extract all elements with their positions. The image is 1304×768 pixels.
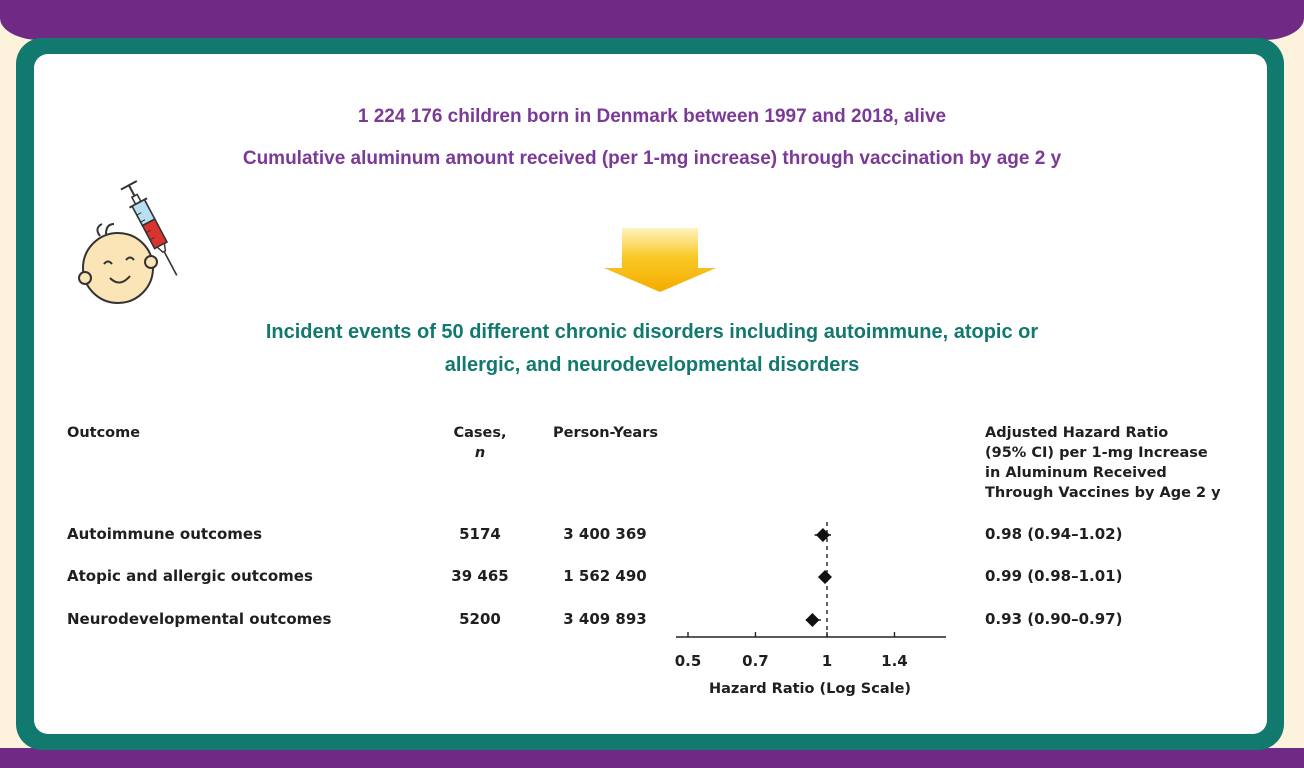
row-hr-text: 0.93 (0.90–0.97) (985, 610, 1123, 628)
header-hr-line1: Adjusted Hazard Ratio (985, 425, 1169, 441)
x-tick-label: 1.4 (881, 652, 908, 670)
bottom-band (0, 748, 1304, 768)
header-hr-line3: in Aluminum Received (985, 465, 1167, 481)
x-tick-label: 0.5 (674, 652, 702, 670)
row-person-years: 3 400 369 (563, 525, 647, 543)
row-hr-text: 0.99 (0.98–1.01) (985, 567, 1123, 585)
row-cases: 5174 (459, 525, 501, 543)
syringe-icon (120, 180, 178, 276)
header-outcome: Outcome (67, 425, 141, 441)
content-panel (34, 54, 1267, 734)
row-cases: 39 465 (451, 567, 509, 585)
outcome-heading-line2: allergic, and neurodevelopmental disorde… (444, 354, 860, 376)
x-tick-label: 0.7 (742, 652, 769, 670)
header-hr-line4: Through Vaccines by Age 2 y (985, 485, 1221, 501)
row-outcome: Autoimmune outcomes (67, 525, 262, 543)
row-cases: 5200 (459, 610, 501, 628)
header-hr-line2: (95% CI) per 1-mg Increase (985, 445, 1208, 461)
row-outcome: Neurodevelopmental outcomes (67, 610, 332, 628)
exposure-heading: Cumulative aluminum amount received (per… (242, 148, 1062, 169)
row-person-years: 3 409 893 (563, 610, 647, 628)
row-hr-text: 0.98 (0.94–1.02) (985, 525, 1123, 543)
x-axis-label: Hazard Ratio (Log Scale) (708, 681, 912, 697)
header-person-years: Person-Years (553, 425, 658, 441)
down-arrow-icon (604, 228, 716, 292)
header-cases-n: n (474, 445, 486, 461)
header-cases: Cases, n (440, 423, 520, 463)
cohort-heading: 1 224 176 children born in Denmark betwe… (357, 106, 947, 127)
top-band (0, 0, 1304, 40)
outcome-heading-line1: Incident events of 50 different chronic … (265, 321, 1039, 343)
row-person-years: 1 562 490 (563, 567, 647, 585)
row-outcome: Atopic and allergic outcomes (67, 567, 313, 585)
x-tick-label: 1 (821, 652, 833, 670)
header-cases-label: Cases, (453, 425, 507, 441)
header-hazard-ratio: Adjusted Hazard Ratio (95% CI) per 1-mg … (985, 423, 1225, 503)
baby-face-icon (78, 180, 178, 304)
